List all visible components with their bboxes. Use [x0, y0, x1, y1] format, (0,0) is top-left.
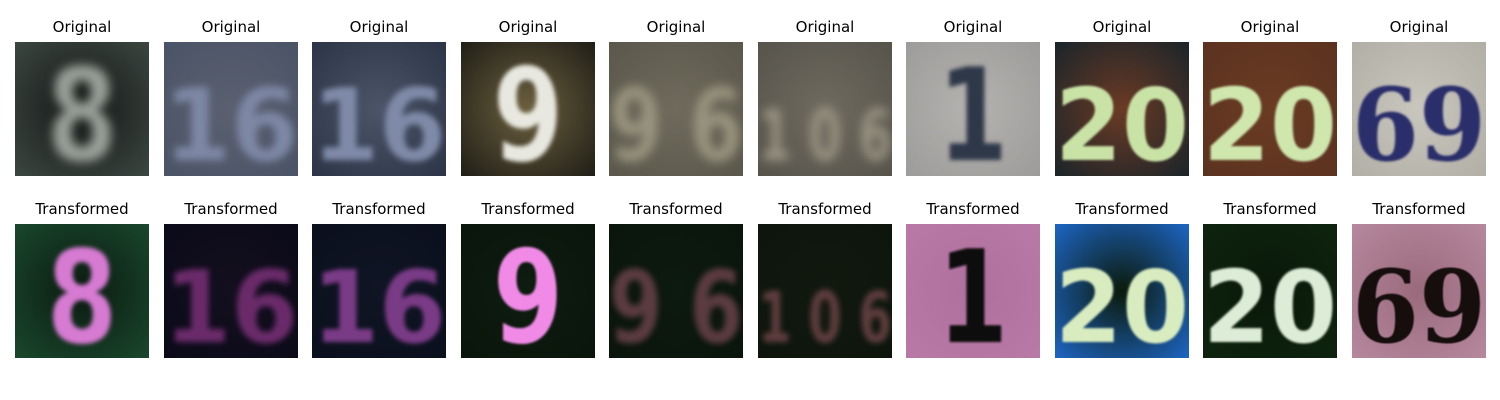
panel-title: Original [795, 18, 855, 36]
transformed-panel-5: Transformed 9 6 [609, 200, 743, 358]
transformed-panel-4: Transformed 9 [461, 200, 595, 358]
digit-image: 9 6 [609, 224, 743, 358]
digit-image: 8 [15, 42, 149, 176]
panel-title: Original [943, 18, 1003, 36]
panel-title: Transformed [184, 200, 278, 218]
original-panel-4: Original 9 [461, 18, 595, 176]
digit-glyph: 1 [938, 42, 1008, 176]
panel-title: Transformed [629, 200, 723, 218]
transformed-panel-3: Transformed 16 [312, 200, 446, 358]
panel-title: Original [498, 18, 558, 36]
transformed-panel-7: Transformed 1 [906, 200, 1040, 358]
transformed-panel-6: Transformed 1 0 6 [758, 200, 892, 358]
digit-image: 16 [312, 42, 446, 176]
digit-glyph: 20 [1055, 249, 1189, 358]
original-panel-5: Original 9 6 [609, 18, 743, 176]
original-panel-1: Original 8 [15, 18, 149, 176]
digit-glyph: 9 6 [609, 67, 743, 176]
digit-image: 1 0 6 [758, 224, 892, 358]
digit-glyph: 16 [312, 67, 446, 176]
panel-title: Transformed [1075, 200, 1169, 218]
original-panel-3: Original 16 [312, 18, 446, 176]
original-panel-7: Original 1 [906, 18, 1040, 176]
panel-title: Original [1092, 18, 1152, 36]
panel-title: Transformed [332, 200, 426, 218]
digit-glyph: 1 0 6 [758, 95, 892, 176]
digit-glyph: 8 [47, 224, 117, 358]
digit-glyph: 1 [938, 224, 1008, 358]
digit-glyph: 8 [47, 42, 117, 176]
panel-title: Original [52, 18, 112, 36]
digit-image: 9 [461, 42, 595, 176]
digit-image: 16 [164, 224, 298, 358]
digit-image: 20 [1203, 224, 1337, 358]
transformed-panel-1: Transformed 8 [15, 200, 149, 358]
digit-glyph: 69 [1352, 248, 1486, 358]
transformed-panel-2: Transformed 16 [164, 200, 298, 358]
digit-glyph: 9 6 [609, 249, 743, 358]
digit-glyph: 20 [1055, 67, 1189, 176]
digit-image: 20 [1203, 42, 1337, 176]
digit-image: 8 [15, 224, 149, 358]
digit-image: 9 6 [609, 42, 743, 176]
panel-title: Original [201, 18, 261, 36]
panel-title: Transformed [35, 200, 129, 218]
transformed-panel-8: Transformed 20 [1055, 200, 1189, 358]
original-panel-6: Original 1 0 6 [758, 18, 892, 176]
original-panel-9: Original 20 [1203, 18, 1337, 176]
transformed-panel-9: Transformed 20 [1203, 200, 1337, 358]
digit-image: 1 [906, 42, 1040, 176]
digit-image: 69 [1352, 224, 1486, 358]
panel-title: Transformed [1223, 200, 1317, 218]
digit-glyph: 9 [493, 224, 563, 358]
digit-image: 20 [1055, 224, 1189, 358]
digit-glyph: 16 [164, 249, 298, 358]
original-panel-2: Original 16 [164, 18, 298, 176]
digit-glyph: 1 0 6 [758, 277, 892, 358]
digit-image: 9 [461, 224, 595, 358]
digit-image: 20 [1055, 42, 1189, 176]
digit-image: 1 [906, 224, 1040, 358]
panel-title: Transformed [481, 200, 575, 218]
panel-title: Original [646, 18, 706, 36]
digit-glyph: 16 [312, 249, 446, 358]
panel-title: Original [349, 18, 409, 36]
digit-glyph: 20 [1203, 67, 1337, 176]
digit-glyph: 69 [1352, 66, 1486, 176]
original-panel-8: Original 20 [1055, 18, 1189, 176]
digit-glyph: 20 [1203, 249, 1337, 358]
panel-title: Original [1389, 18, 1449, 36]
digit-glyph: 9 [493, 42, 563, 176]
digit-glyph: 16 [164, 67, 298, 176]
digit-image: 16 [312, 224, 446, 358]
transformed-panel-10: Transformed 69 [1352, 200, 1486, 358]
digit-image: 69 [1352, 42, 1486, 176]
panel-title: Transformed [778, 200, 872, 218]
panel-title: Transformed [926, 200, 1020, 218]
panel-title: Original [1240, 18, 1300, 36]
digit-image: 1 0 6 [758, 42, 892, 176]
digit-image: 16 [164, 42, 298, 176]
original-panel-10: Original 69 [1352, 18, 1486, 176]
panel-title: Transformed [1372, 200, 1466, 218]
